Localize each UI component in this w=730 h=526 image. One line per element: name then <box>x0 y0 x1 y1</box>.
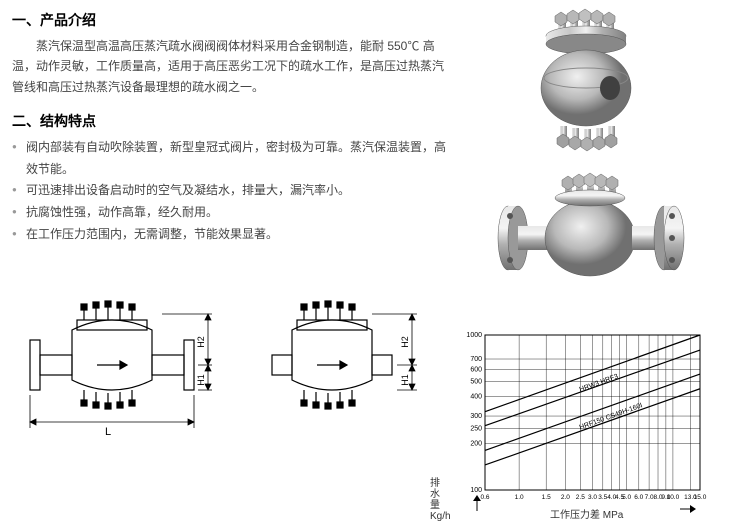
svg-text:5.0: 5.0 <box>622 494 631 501</box>
feature-item: 抗腐蚀性强，动作高靠，经久耐用。 <box>12 202 452 224</box>
svg-text:HRF150 CS49H-160I: HRF150 CS49H-160I <box>579 402 644 431</box>
x-axis-label: 工作压力差 MPa <box>550 506 623 521</box>
dim-H2: H2 <box>196 336 206 348</box>
svg-text:3.0: 3.0 <box>588 494 597 501</box>
dimension-diagram-1: L H1 H2 <box>12 300 212 450</box>
section1-text: 蒸汽保温型高温高压蒸汽疏水阀阀阀体材料采用合金钢制造，能耐 550℃ 高温，动作… <box>12 36 452 97</box>
dim2-H1: H1 <box>400 374 410 386</box>
svg-text:2.0: 2.0 <box>561 494 570 501</box>
svg-text:500: 500 <box>470 379 482 386</box>
feature-item: 可迅速排出设备启动时的空气及凝结水，排量大，漏汽率小。 <box>12 180 452 202</box>
dimension-diagram-2: H1 H2 <box>252 300 422 450</box>
svg-text:600: 600 <box>470 366 482 373</box>
product-photo-2 <box>480 168 700 288</box>
svg-text:2.5: 2.5 <box>576 494 585 501</box>
feature-item: 在工作压力范围内，无需调整，节能效果显著。 <box>12 224 452 246</box>
svg-text:1.0: 1.0 <box>515 494 524 501</box>
svg-text:700: 700 <box>470 356 482 363</box>
svg-text:10.0: 10.0 <box>667 494 680 501</box>
svg-text:200: 200 <box>470 440 482 447</box>
svg-text:250: 250 <box>470 425 482 432</box>
dim-H1: H1 <box>196 374 206 386</box>
flow-chart: 0.61.01.52.02.53.03.54.04.55.06.07.08.09… <box>430 330 720 515</box>
y-axis-label: 排 水 量 Kg/h <box>430 478 451 522</box>
dim-L: L <box>105 426 111 438</box>
x-arrow-icon <box>680 504 696 514</box>
y-arrow-icon <box>472 495 482 511</box>
svg-text:1000: 1000 <box>466 332 482 339</box>
svg-text:1.5: 1.5 <box>542 494 551 501</box>
svg-text:300: 300 <box>470 413 482 420</box>
feature-item: 阀内部装有自动吹除装置，新型皇冠式阀片，密封极为可靠。蒸汽保温装置，高效节能。 <box>12 137 452 180</box>
features-list: 阀内部装有自动吹除装置，新型皇冠式阀片，密封极为可靠。蒸汽保温装置，高效节能。 … <box>12 137 452 245</box>
dim2-H2: H2 <box>400 336 410 348</box>
svg-text:6.0: 6.0 <box>634 494 643 501</box>
svg-text:100: 100 <box>470 487 482 494</box>
svg-text:400: 400 <box>470 394 482 401</box>
product-photo-1 <box>510 8 670 158</box>
svg-text:15.0: 15.0 <box>694 494 707 501</box>
